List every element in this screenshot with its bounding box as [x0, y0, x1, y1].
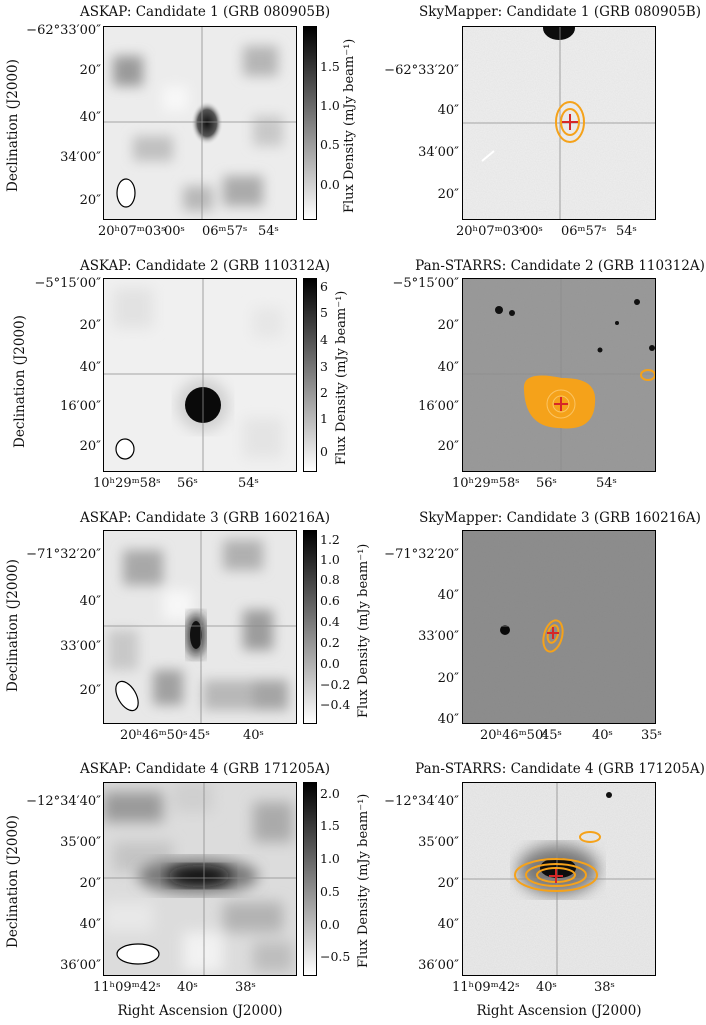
panel-title: SkyMapper: Candidate 1 (GRB 080905B) — [419, 4, 701, 20]
x-axis-label: Right Ascension (J2000) — [476, 1003, 642, 1019]
y-axis-label: Declination (J2000) — [5, 815, 21, 948]
colorbar-4 — [303, 782, 317, 976]
radio-image-2 — [103, 278, 297, 472]
radio-image-4 — [103, 782, 297, 976]
panel-title: Pan-STARRS: Candidate 4 (GRB 171205A) — [415, 761, 705, 777]
radio-image-3 — [103, 530, 297, 724]
radio-image-1 — [103, 26, 297, 220]
optical-image-4 — [462, 782, 656, 976]
colorbar-label: Flux Density (mJy beam⁻¹) — [342, 38, 357, 213]
panel-title: ASKAP: Candidate 2 (GRB 110312A) — [80, 258, 331, 274]
colorbar-label: Flux Density (mJy beam⁻¹) — [334, 290, 349, 465]
y-axis-label: Declination (J2000) — [5, 59, 21, 192]
colorbar-label: Flux Density (mJy beam⁻¹) — [356, 793, 371, 968]
colorbar-3 — [303, 530, 317, 724]
optical-image-2 — [462, 278, 656, 472]
optical-image-3 — [462, 530, 656, 724]
y-axis-label: Declination (J2000) — [12, 315, 28, 448]
panel-title: Pan-STARRS: Candidate 2 (GRB 110312A) — [415, 258, 705, 274]
panel-title: ASKAP: Candidate 1 (GRB 080905B) — [80, 4, 331, 20]
colorbar-label: Flux Density (mJy beam⁻¹) — [356, 543, 371, 718]
panel-title: ASKAP: Candidate 4 (GRB 171205A) — [80, 761, 331, 777]
y-axis-label: Declination (J2000) — [5, 559, 21, 692]
colorbar-2 — [303, 278, 317, 472]
panel-title: ASKAP: Candidate 3 (GRB 160216A) — [80, 510, 331, 526]
x-axis-label: Right Ascension (J2000) — [117, 1003, 283, 1019]
panel-title: SkyMapper: Candidate 3 (GRB 160216A) — [419, 510, 701, 526]
optical-image-1 — [462, 26, 656, 220]
colorbar-1 — [303, 26, 317, 220]
